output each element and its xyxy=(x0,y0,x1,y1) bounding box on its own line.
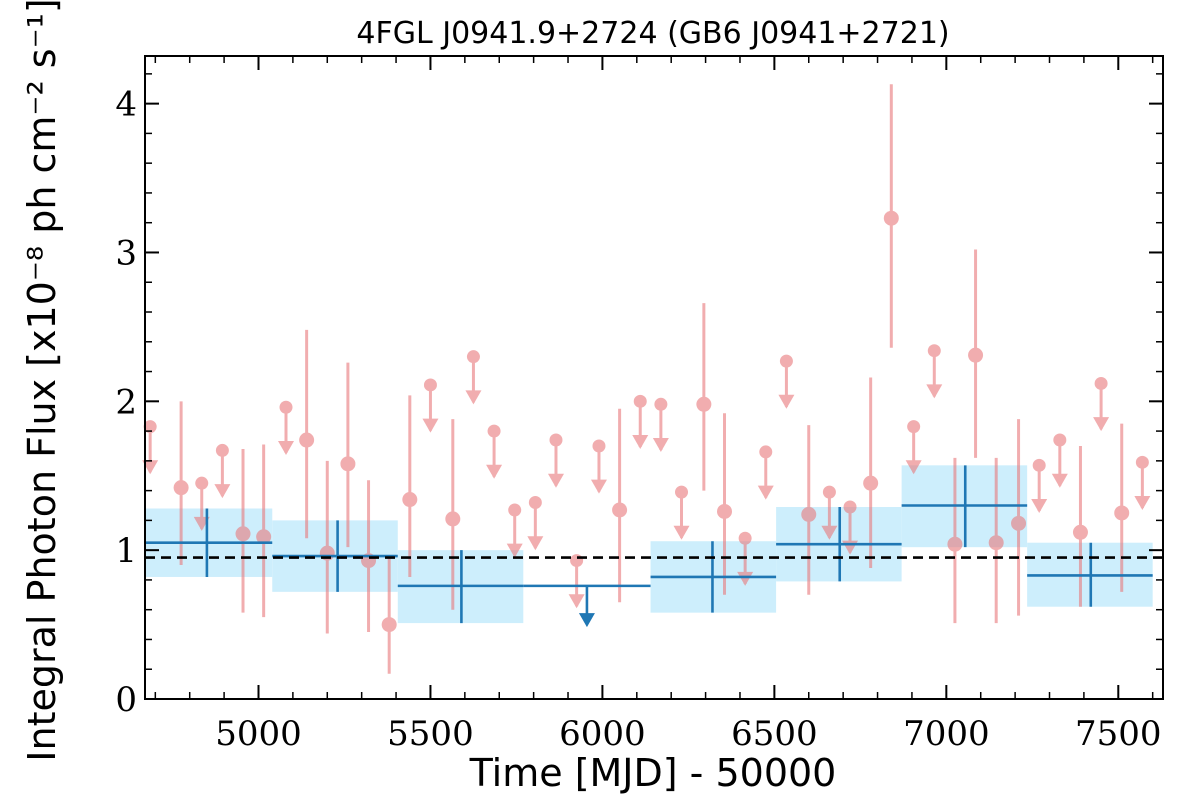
y-tick-label: 2 xyxy=(115,382,137,422)
short-bin-limit-point-25 xyxy=(654,397,668,411)
x-tick-label: 6000 xyxy=(559,714,646,754)
short-bin-limit-arrow-33 xyxy=(821,525,838,540)
short-bin-point-27 xyxy=(696,396,712,412)
short-bin-limit-point-30 xyxy=(759,445,773,459)
short-bin-series xyxy=(142,84,1151,674)
short-bin-limit-point-21 xyxy=(570,554,584,568)
short-bin-limit-point-24 xyxy=(633,394,647,408)
short-bin-limit-arrow-29 xyxy=(737,571,754,586)
short-bin-limit-point-48 xyxy=(1135,455,1149,469)
short-bin-limit-point-43 xyxy=(1032,458,1046,472)
short-bin-point-42 xyxy=(1011,515,1027,531)
plot-frame xyxy=(144,55,1164,700)
short-bin-limit-arrow-24 xyxy=(632,434,649,449)
short-bin-limit-arrow-22 xyxy=(590,479,607,494)
short-bin-limit-point-26 xyxy=(675,485,689,499)
short-bin-limit-point-16 xyxy=(466,350,480,364)
short-bin-point-32 xyxy=(801,506,817,522)
short-bin-limit-arrow-19 xyxy=(527,536,544,551)
short-bin-limit-arrow-17 xyxy=(486,464,503,479)
short-bin-limit-point-18 xyxy=(508,503,522,517)
short-bin-point-12 xyxy=(381,617,397,633)
short-bin-limit-point-17 xyxy=(487,424,501,438)
short-bin-limit-arrow-1 xyxy=(142,460,159,475)
short-bin-point-15 xyxy=(445,511,461,527)
short-bin-limit-point-34 xyxy=(843,500,857,514)
x-tick-label: 6500 xyxy=(731,714,818,754)
short-bin-limit-arrow-26 xyxy=(673,525,690,540)
axis-ticks: 5000 5500 6000 6500 7000 7500 0 1 2 3 4 xyxy=(115,56,1163,754)
short-bin-limit-point-22 xyxy=(592,439,606,453)
short-bin-point-47 xyxy=(1114,505,1130,521)
short-bin-point-13 xyxy=(402,492,418,508)
short-bin-limit-arrow-37 xyxy=(905,460,922,475)
short-bin-point-40 xyxy=(968,347,984,363)
short-bin-limit-point-31 xyxy=(779,354,793,368)
x-tick-label: 5500 xyxy=(387,714,474,754)
x-tick-label: 7000 xyxy=(903,714,990,754)
short-bin-point-6 xyxy=(256,529,272,545)
short-bin-limit-point-33 xyxy=(822,485,836,499)
short-bin-limit-arrow-48 xyxy=(1134,496,1151,511)
short-bin-limit-point-38 xyxy=(927,344,941,358)
short-bin-limit-point-44 xyxy=(1053,433,1067,447)
short-bin-limit-point-19 xyxy=(528,496,542,510)
short-bin-limit-arrow-43 xyxy=(1031,498,1048,513)
short-bin-limit-arrow-14 xyxy=(422,418,439,433)
short-bin-limit-point-1 xyxy=(143,420,157,434)
short-bin-point-41 xyxy=(988,535,1004,551)
short-bin-point-8 xyxy=(299,432,315,448)
short-bin-point-28 xyxy=(717,503,733,519)
short-bin-limit-arrow-20 xyxy=(547,473,564,488)
y-tick-label: 3 xyxy=(115,233,137,273)
short-bin-limit-point-14 xyxy=(423,378,437,392)
short-bin-limit-point-29 xyxy=(738,531,752,545)
short-bin-limit-arrow-4 xyxy=(214,484,231,499)
short-bin-point-10 xyxy=(340,456,356,472)
y-tick-label: 1 xyxy=(115,531,137,571)
short-bin-limit-arrow-46 xyxy=(1093,417,1110,432)
short-bin-point-45 xyxy=(1072,524,1088,540)
short-bin-limit-point-37 xyxy=(907,420,921,434)
short-bin-point-35 xyxy=(863,475,879,491)
short-bin-limit-point-46 xyxy=(1094,376,1108,390)
long-bin-limit-arrow-4 xyxy=(578,613,595,628)
short-bin-limit-arrow-31 xyxy=(778,394,795,409)
short-bin-limit-arrow-38 xyxy=(926,384,943,399)
y-tick-label: 4 xyxy=(115,85,137,125)
chart-title: 4FGL J0941.9+2724 (GB6 J0941+2721) xyxy=(356,16,949,51)
short-bin-limit-arrow-7 xyxy=(278,440,295,455)
x-tick-label: 7500 xyxy=(1075,714,1162,754)
short-bin-limit-arrow-44 xyxy=(1051,473,1068,488)
short-bin-point-23 xyxy=(612,502,628,518)
x-axis-label: Time [MJD] - 50000 xyxy=(469,751,837,795)
short-bin-limit-point-3 xyxy=(195,476,209,490)
short-bin-limit-point-7 xyxy=(279,400,293,414)
x-tick-label: 5000 xyxy=(215,714,302,754)
short-bin-limit-arrow-30 xyxy=(757,485,774,500)
short-bin-point-36 xyxy=(883,210,899,226)
short-bin-limit-point-20 xyxy=(549,433,563,447)
short-bin-limit-arrow-21 xyxy=(568,594,585,609)
short-bin-limit-arrow-16 xyxy=(465,390,482,405)
plot-area xyxy=(142,84,1163,674)
short-bin-point-5 xyxy=(235,526,251,542)
short-bin-point-2 xyxy=(173,480,189,496)
y-tick-label: 0 xyxy=(115,680,137,720)
short-bin-point-39 xyxy=(947,536,963,552)
y-axis-label: Integral Photon Flux [x10⁻⁸ ph cm⁻² s⁻¹] xyxy=(20,0,64,762)
short-bin-limit-arrow-25 xyxy=(652,437,669,452)
short-bin-limit-arrow-18 xyxy=(506,543,523,558)
short-bin-limit-point-4 xyxy=(215,443,229,457)
